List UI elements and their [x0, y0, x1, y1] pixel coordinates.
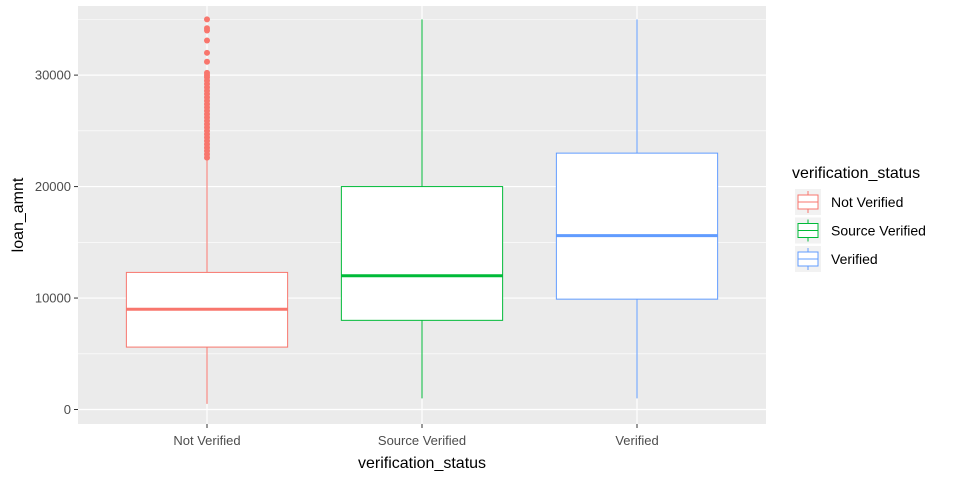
box-iqr	[555, 152, 719, 300]
legend-item-verified: Verified	[795, 246, 878, 272]
x-axis-title: verification_status	[358, 455, 486, 472]
x-tick-label: Source Verified	[378, 433, 466, 448]
legend-label: Not Verified	[831, 194, 903, 210]
outlier-point	[204, 49, 210, 56]
y-tick-label: 30000	[35, 68, 71, 83]
y-tick-label: 10000	[35, 291, 71, 306]
x-tick-label: Verified	[615, 433, 658, 448]
legend: verification_status Not Verified Source V…	[792, 165, 926, 272]
legend-item-source-verified: Source Verified	[795, 217, 926, 244]
y-axis: 0 10000 20000 30000	[35, 68, 78, 417]
y-tick-label: 20000	[35, 179, 71, 194]
x-tick-label: Not Verified	[173, 433, 240, 448]
outlier-point	[204, 37, 210, 44]
outlier-point	[204, 16, 210, 23]
outlier-point	[204, 25, 210, 32]
legend-title: verification_status	[792, 165, 920, 182]
box-source-verified	[340, 19, 504, 399]
legend-item-not-verified: Not Verified	[795, 189, 903, 215]
x-axis: Not Verified Source Verified Verified	[173, 424, 659, 448]
y-tick-label: 0	[64, 402, 71, 417]
box-verified	[555, 19, 719, 399]
legend-label: Source Verified	[831, 223, 926, 239]
box-not-verified	[125, 16, 289, 404]
y-axis-title: loan_amnt	[10, 177, 27, 252]
box-iqr	[340, 186, 504, 321]
boxes	[125, 16, 719, 404]
outlier-point	[204, 58, 210, 65]
legend-label: Verified	[831, 251, 878, 267]
outlier-point	[204, 69, 210, 76]
